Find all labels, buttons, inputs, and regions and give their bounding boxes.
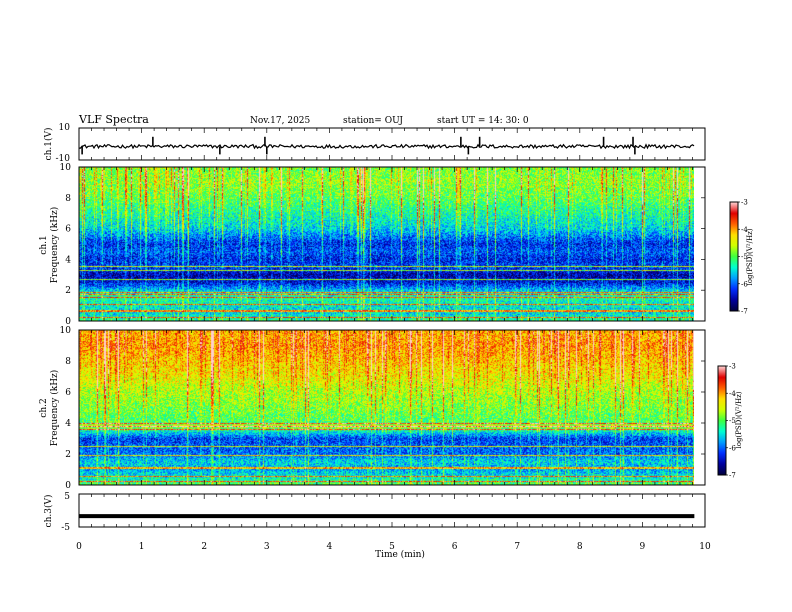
ch1-ytick-bottom: -10 — [56, 154, 71, 164]
colorbar-tick-label: -4 — [741, 226, 748, 234]
colorbar-tick-label: -3 — [741, 199, 748, 207]
ch2-spec-ylabel-2: Frequency (kHz) — [49, 370, 60, 447]
ch1-waveform-ticks — [78, 128, 706, 160]
colorbar-tick-label: -5 — [741, 253, 748, 261]
colorbar-tick-label: -7 — [741, 308, 748, 316]
ch1-ytick-top: 10 — [59, 123, 71, 133]
ch1-colorbar-label: log(PSD)(V²/Hz) — [746, 228, 754, 285]
x-tick-label: 6 — [452, 542, 458, 552]
ch1-waveform-ylabel: ch.1(V) — [43, 128, 54, 161]
ch2-spectrogram-heatmap — [79, 330, 694, 485]
header-start-ut: start UT = 14: 30: 0 — [437, 116, 529, 126]
freq-tick-label: 2 — [65, 450, 71, 460]
freq-tick-label: 0 — [65, 481, 71, 491]
colorbar-tick-label: -4 — [729, 390, 736, 398]
ch1-spec-ylabel-1: ch.1 — [39, 235, 49, 254]
ch1-spectrogram-heatmap — [79, 167, 694, 321]
freq-tick-label: 4 — [65, 255, 71, 265]
x-tick-label: 7 — [514, 542, 520, 552]
freq-tick-label: 8 — [65, 194, 71, 204]
figure-title: VLF Spectra — [78, 113, 149, 126]
ch3-ytick-top: 5 — [64, 492, 70, 502]
x-tick-label: 4 — [327, 542, 333, 552]
freq-tick-label: 10 — [60, 326, 72, 336]
freq-tick-label: 0 — [65, 317, 71, 327]
x-tick-label: 2 — [201, 542, 207, 552]
colorbar-tick-label: -6 — [729, 444, 736, 452]
x-axis-ticklabels: 0 1 2 3 4 5 6 7 8 9 10 — [76, 542, 711, 552]
ch1-colorbar-ticklabels: -3 -4 -5 -6 -7 — [738, 199, 748, 316]
ch1-colorbar — [730, 202, 738, 311]
ch1-spec-ticks — [78, 167, 706, 321]
freq-tick-label: 6 — [65, 388, 71, 398]
ch3-waveform-panel: ch.3(V) 5 -5 — [43, 492, 706, 533]
x-tick-label: 1 — [139, 542, 145, 552]
x-tick-label: 8 — [577, 542, 583, 552]
freq-tick-label: 2 — [65, 286, 71, 296]
x-tick-label: 5 — [389, 542, 395, 552]
colorbar-tick-label: -7 — [729, 472, 736, 480]
header-station: station= OUJ — [343, 116, 403, 126]
x-tick-label: 0 — [76, 542, 82, 552]
x-tick-label: 3 — [264, 542, 270, 552]
freq-tick-label: 6 — [65, 225, 71, 235]
ch3-ytick-bottom: -5 — [61, 523, 70, 533]
ch3-waveform-ylabel: ch.3(V) — [43, 495, 54, 528]
freq-tick-label: 4 — [65, 419, 71, 429]
ch1-waveform-spikes — [81, 136, 636, 155]
ch1-spec-yticklabels: 0 2 4 6 8 10 — [60, 163, 705, 327]
ch3-waveform-ticks — [78, 494, 706, 527]
colorbar-tick-label: -5 — [729, 417, 736, 425]
ch1-waveform-line — [79, 143, 695, 150]
ch2-spec-ticks — [78, 330, 706, 485]
freq-tick-label: 8 — [65, 357, 71, 367]
x-axis-label: Time (min) — [375, 549, 425, 560]
ch2-spec-ylabel-1: ch.2 — [39, 398, 49, 417]
colorbar-tick-label: -6 — [741, 280, 748, 288]
x-tick-label: 9 — [640, 542, 646, 552]
x-tick-label: 10 — [699, 542, 711, 552]
freq-tick-label: 10 — [60, 163, 72, 173]
ch2-colorbar-ticklabels: -3 -4 -5 -6 -7 — [726, 363, 736, 480]
colorbar-tick-label: -3 — [729, 363, 736, 371]
ch1-spec-ylabel-2: Frequency (kHz) — [49, 207, 60, 284]
ch2-colorbar-label: log(PSD)(V²/Hz) — [735, 391, 743, 448]
header-date: Nov.17, 2025 — [250, 116, 311, 126]
ch1-waveform-panel: ch.1(V) 10 -10 — [43, 123, 706, 164]
ch2-colorbar — [718, 366, 726, 475]
